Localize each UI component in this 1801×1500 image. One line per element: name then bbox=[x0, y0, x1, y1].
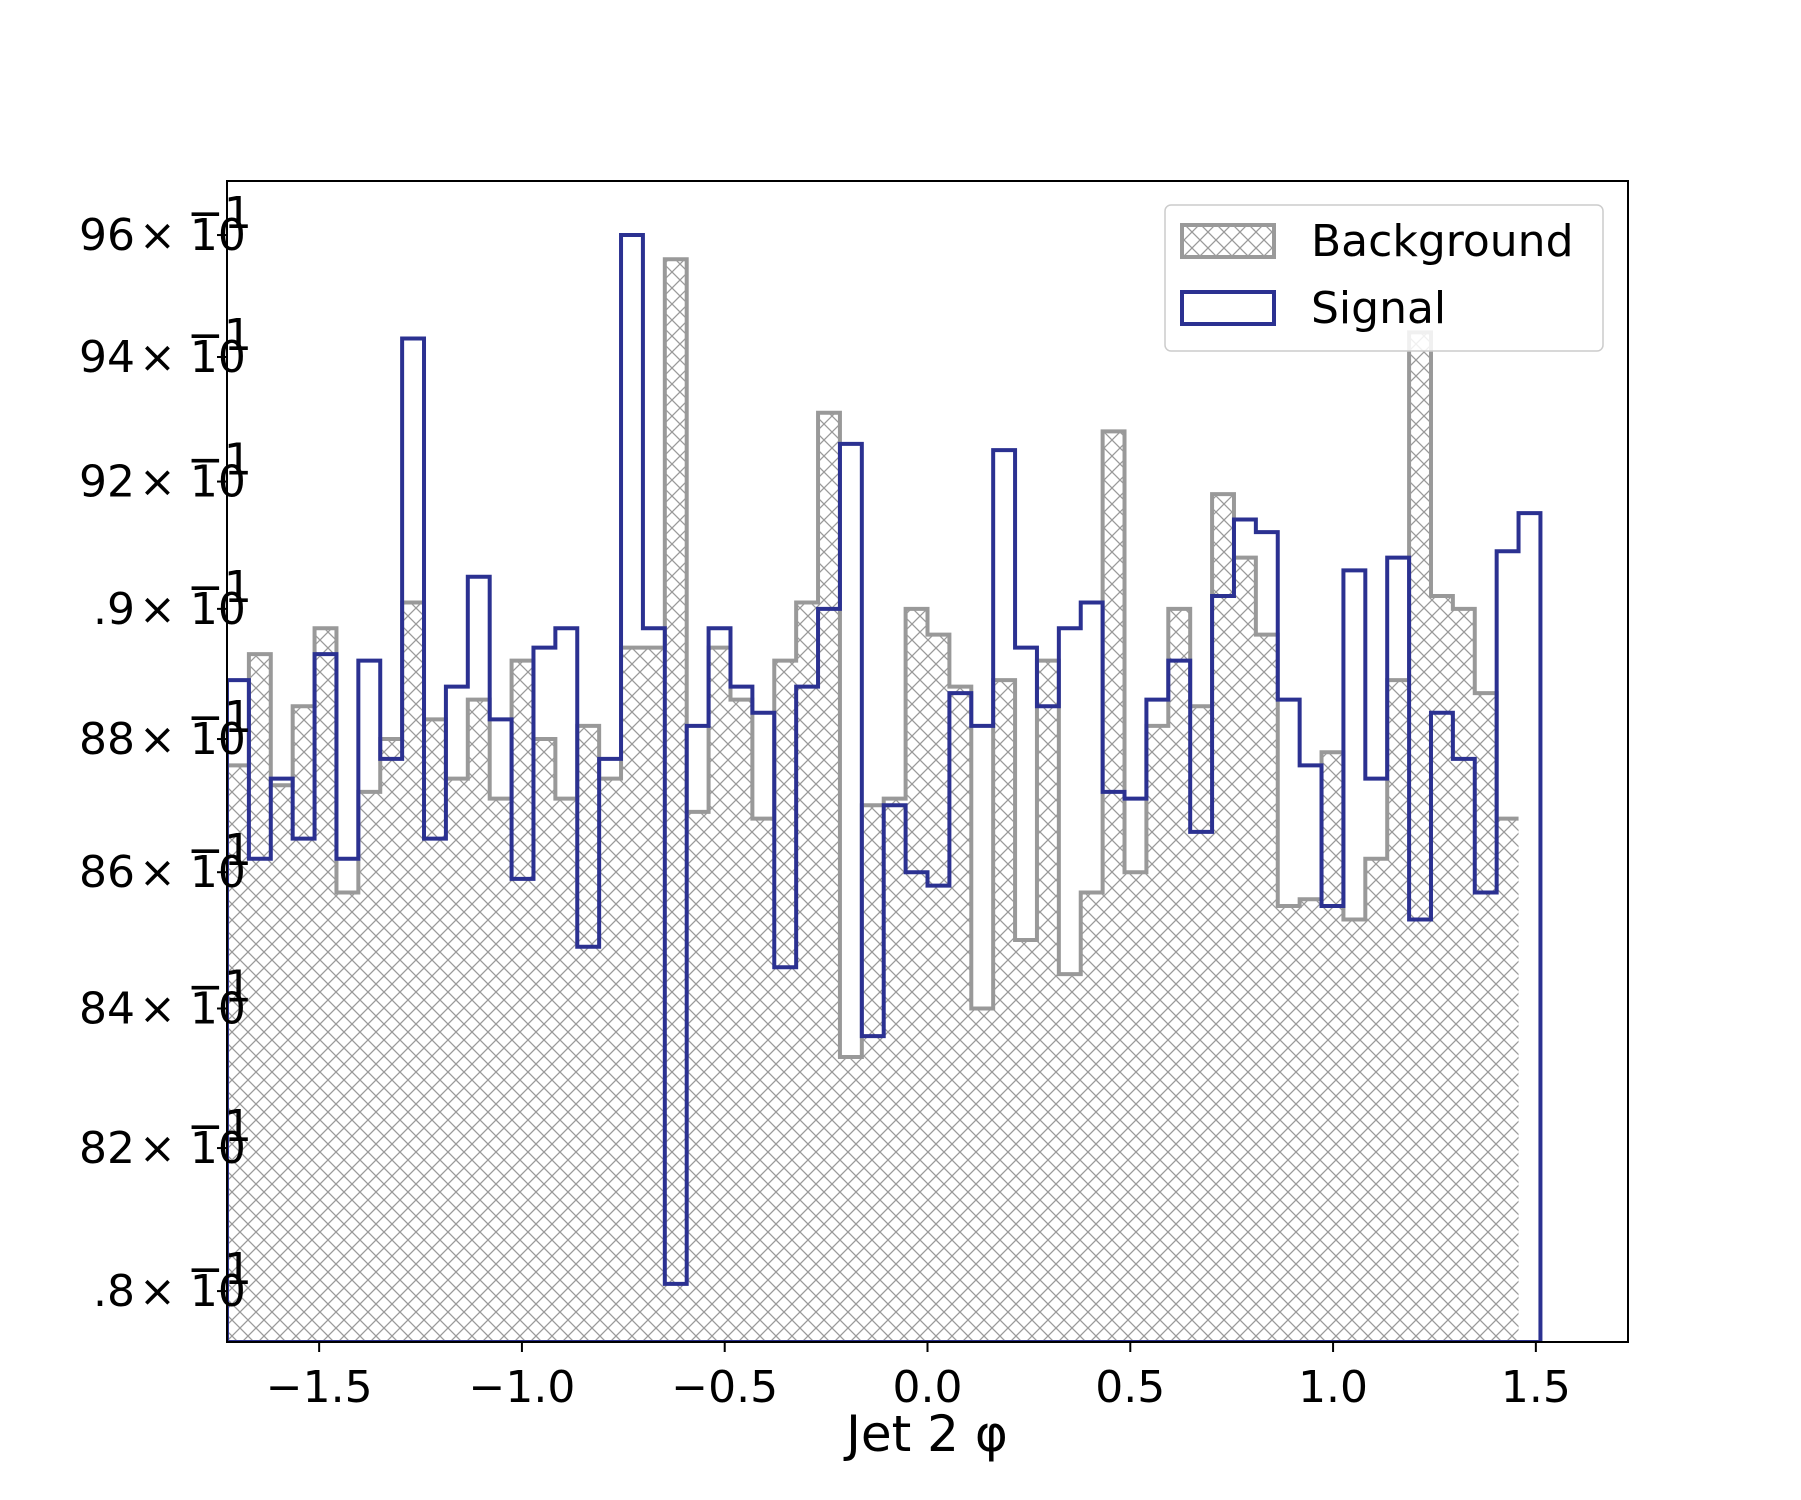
legend-swatch-signal bbox=[1180, 290, 1276, 326]
y-tick-multiplier: × 10 bbox=[139, 847, 246, 898]
y-tick-exponent: −1 bbox=[187, 1101, 252, 1152]
x-axis: −1.5 −1.0 −0.5 0.0 0.5 1.0 1.5 bbox=[266, 1342, 1571, 1413]
y-tick-label: 96 bbox=[79, 210, 135, 261]
legend: Background Signal bbox=[1164, 204, 1604, 352]
y-tick-multiplier: × 10 bbox=[139, 210, 246, 261]
x-tick-label: −0.5 bbox=[671, 1362, 778, 1413]
y-tick-exponent: −1 bbox=[187, 1244, 252, 1295]
y-tick-label: .8 bbox=[93, 1266, 135, 1317]
signal-step-outline bbox=[227, 233, 1543, 1342]
y-tick-label: 94 bbox=[79, 332, 135, 383]
y-tick-label: 82 bbox=[79, 1123, 135, 1174]
legend-swatch-background bbox=[1180, 223, 1276, 259]
legend-label-signal: Signal bbox=[1311, 283, 1446, 334]
x-tick-label: 1.5 bbox=[1501, 1362, 1571, 1413]
x-tick-label: 0.0 bbox=[893, 1362, 963, 1413]
y-tick-exponent: −1 bbox=[187, 825, 252, 876]
y-axis: .8 × 10−182 × 10−184 × 10−186 × 10−188 × 10−1… bbox=[79, 188, 252, 1317]
y-tick-label: 88 bbox=[79, 714, 135, 765]
y-tick-multiplier: × 10 bbox=[139, 1123, 246, 1174]
legend-label-background: Background bbox=[1311, 216, 1574, 267]
y-tick-multiplier: × 10 bbox=[139, 983, 246, 1034]
y-tick-multiplier: × 10 bbox=[139, 332, 246, 383]
y-tick-exponent: −1 bbox=[187, 692, 252, 743]
y-tick-label: 92 bbox=[79, 457, 135, 508]
background-series bbox=[227, 257, 1519, 1342]
signal-series bbox=[227, 233, 1543, 1342]
y-tick-multiplier: × 10 bbox=[139, 457, 246, 508]
y-tick-multiplier: × 10 bbox=[139, 584, 246, 635]
x-tick-label: 0.5 bbox=[1095, 1362, 1165, 1413]
y-tick-multiplier: × 10 bbox=[139, 1266, 246, 1317]
x-tick-label: −1.5 bbox=[266, 1362, 373, 1413]
background-hatch-fill bbox=[227, 259, 1519, 1342]
y-tick-label: 86 bbox=[79, 847, 135, 898]
x-tick-label: −1.0 bbox=[469, 1362, 576, 1413]
x-axis-title: Jet 2 φ bbox=[843, 1405, 1008, 1463]
y-tick-exponent: −1 bbox=[187, 435, 252, 486]
y-tick-label: .9 bbox=[93, 584, 135, 635]
y-tick-exponent: −1 bbox=[187, 310, 252, 361]
y-tick-exponent: −1 bbox=[187, 562, 252, 613]
x-tick-label: 1.0 bbox=[1298, 1362, 1368, 1413]
y-tick-label: 84 bbox=[79, 983, 135, 1034]
y-tick-exponent: −1 bbox=[187, 961, 252, 1012]
y-tick-multiplier: × 10 bbox=[139, 714, 246, 765]
y-tick-exponent: −1 bbox=[187, 188, 252, 239]
